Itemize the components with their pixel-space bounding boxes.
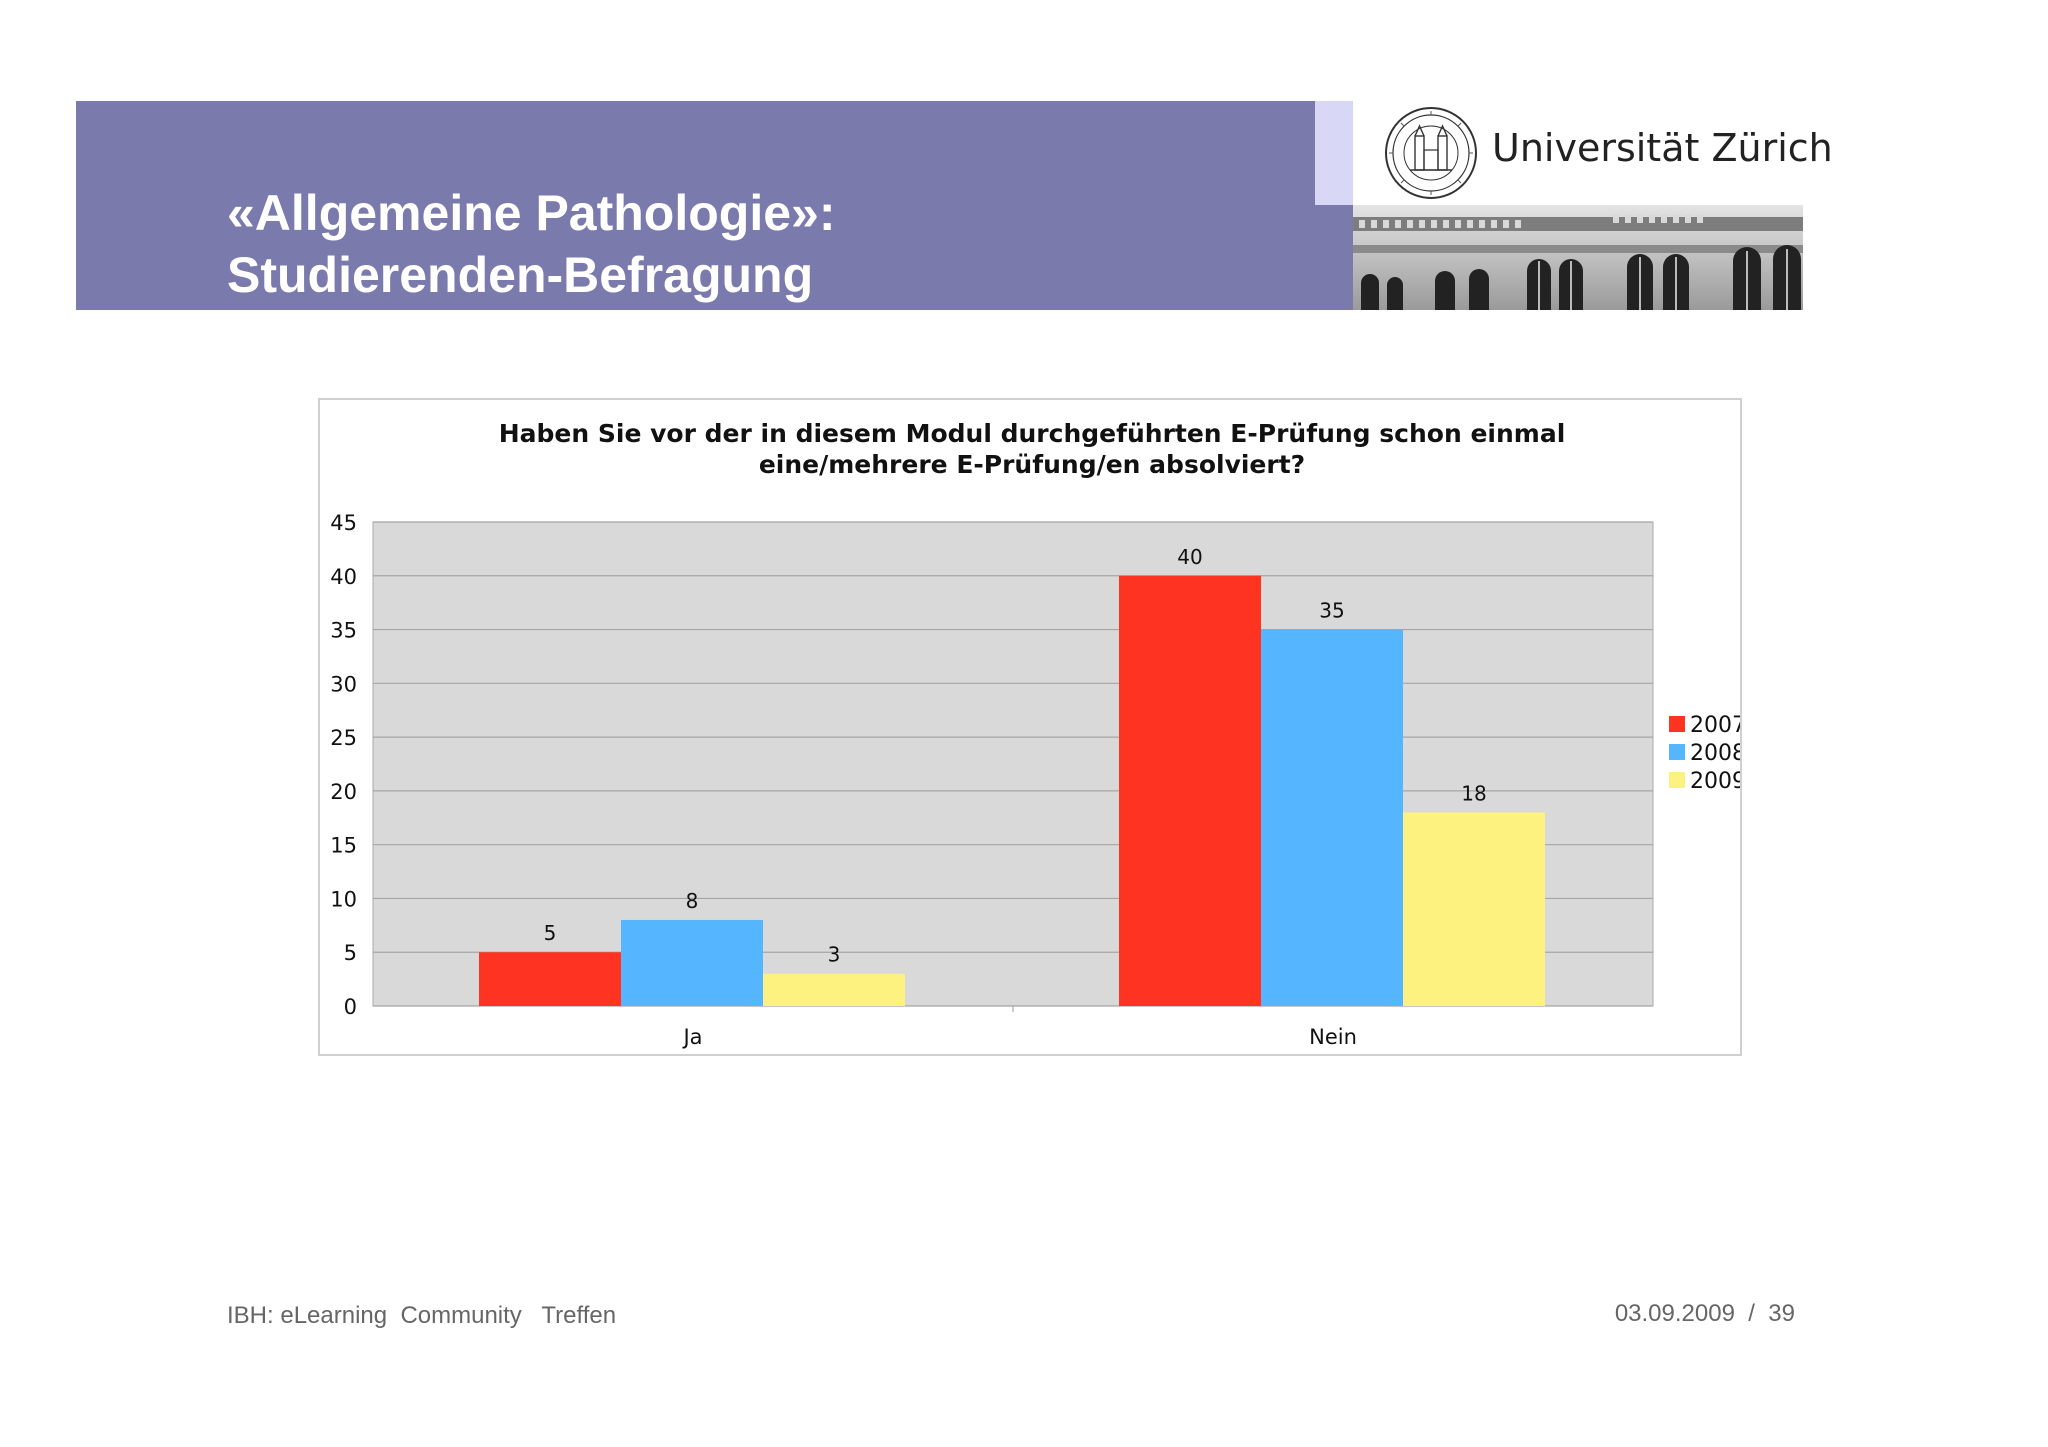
data-label-nein-2008: 35 <box>1319 599 1344 623</box>
footer-separator: / <box>1748 1300 1755 1327</box>
slide-title-line1: «Allgemeine Pathologie»: <box>227 185 836 241</box>
y-tick-label-40: 40 <box>330 565 357 589</box>
data-label-nein-2009: 18 <box>1461 781 1486 805</box>
building-photo <box>1353 205 1803 310</box>
chart: Haben Sie vor der in diesem Modul durchg… <box>318 398 1742 1056</box>
y-tick-label-45: 45 <box>330 511 357 535</box>
bar-ja-2008 <box>621 919 763 1006</box>
y-tick-label-25: 25 <box>330 726 357 750</box>
footer-date-page: 03.09.2009 / 39 <box>1615 1300 1795 1328</box>
data-label-nein-2007: 40 <box>1177 545 1202 569</box>
header-band <box>76 101 1353 310</box>
legend-swatch-2007 <box>1669 716 1685 732</box>
chart-title: Haben Sie vor der in diesem Modul durchg… <box>320 418 1744 480</box>
bar-nein-2008 <box>1261 629 1403 1006</box>
footer-event: IBH: eLearning Community Treffen <box>227 1302 617 1329</box>
y-tick-label-10: 10 <box>330 887 357 911</box>
y-tick-label-0: 0 <box>344 995 357 1019</box>
x-tick-label-ja: Ja <box>681 1025 702 1049</box>
data-label-ja-2008: 8 <box>686 889 699 913</box>
y-tick-label-5: 5 <box>344 941 357 965</box>
legend-label-2009: 2009 <box>1690 769 1740 794</box>
legend-swatch-2009 <box>1669 772 1685 788</box>
legend-label-2008: 2008 <box>1690 741 1740 766</box>
header-accent <box>1315 101 1353 205</box>
legend-label-2007: 2007 <box>1690 713 1740 738</box>
page-number: 39 <box>1768 1300 1795 1327</box>
x-tick-label-nein: Nein <box>1309 1025 1357 1049</box>
bar-nein-2007 <box>1119 575 1261 1006</box>
y-tick-label-30: 30 <box>330 672 357 696</box>
chart-title-line1: Haben Sie vor der in diesem Modul durchg… <box>498 419 1566 448</box>
y-tick-label-15: 15 <box>330 834 357 858</box>
y-tick-label-20: 20 <box>330 780 357 804</box>
bar-ja-2009 <box>763 973 905 1006</box>
data-label-ja-2009: 3 <box>828 943 841 967</box>
university-seal-icon <box>1385 107 1477 199</box>
chart-title-line2: eine/mehrere E-Prüfung/en absolviert? <box>758 450 1306 479</box>
university-logo: Universität Zürich <box>1384 106 1833 200</box>
bar-ja-2007 <box>479 952 621 1006</box>
legend-swatch-2008 <box>1669 744 1685 760</box>
data-label-ja-2007: 5 <box>544 921 557 945</box>
y-tick-label-35: 35 <box>330 619 357 643</box>
university-name: Universität Zürich <box>1492 126 1833 170</box>
slide-title-line2: Studierenden-Befragung <box>227 247 814 303</box>
slide-title: «Allgemeine Pathologie»: Studierenden-Be… <box>227 182 835 306</box>
footer-date: 03.09.2009 <box>1614 1300 1735 1327</box>
bar-chart-canvas: 0 5 10 15 20 25 30 35 40 45 5 8 3 Ja 40 35 18 Nein 2007 200… <box>330 511 1740 1049</box>
bar-nein-2009 <box>1403 812 1545 1006</box>
